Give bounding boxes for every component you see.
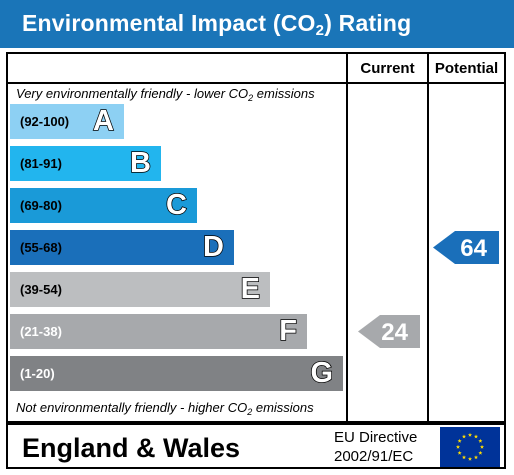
band-range: (69-80)	[20, 198, 62, 213]
page-title: Environmental Impact (CO2) Rating	[22, 10, 411, 39]
current-column-header: Current	[360, 60, 415, 77]
bottom-note: Not environmentally friendly - higher CO…	[16, 400, 314, 417]
potential-rating-arrow: 64	[433, 231, 499, 264]
eu-star-icon	[467, 456, 473, 461]
eu-star-icon	[461, 434, 467, 439]
band-range: (92-100)	[20, 114, 70, 129]
potential-rating-value: 64	[460, 235, 487, 262]
band-range: (21-38)	[20, 324, 62, 339]
eu-directive-line1: EU Directive	[334, 429, 418, 446]
band-range: (39-54)	[20, 282, 62, 297]
band-a: (92-100) A	[10, 104, 124, 139]
rating-chart: Current Potential Very environmentally f…	[6, 52, 506, 423]
potential-column-header: Potential	[434, 60, 499, 77]
footer: England & Wales EU Directive 2002/91/EC	[6, 423, 506, 469]
band-range: (81-91)	[20, 156, 62, 171]
band-letter: D	[202, 230, 224, 264]
eu-star-icon	[473, 434, 479, 439]
band-letter: B	[129, 146, 151, 180]
top-note-suffix: emissions	[253, 86, 315, 101]
title-text: Environmental Impact (CO	[22, 10, 316, 36]
band-range: (55-68)	[20, 240, 62, 255]
title-suffix: ) Rating	[324, 10, 412, 36]
eu-star-icon	[457, 438, 462, 443]
current-rating-arrow: 24	[358, 315, 420, 348]
title-bar: Environmental Impact (CO2) Rating	[0, 0, 514, 48]
column-divider-potential	[427, 54, 429, 421]
eu-flag-graphic	[455, 432, 485, 461]
eu-star-icon	[461, 455, 467, 460]
top-note-text: Very environmentally friendly - lower CO	[16, 86, 249, 101]
eu-star-icon	[478, 438, 483, 443]
top-note: Very environmentally friendly - lower CO…	[16, 86, 315, 103]
band-letter: G	[310, 356, 334, 390]
bottom-note-text: Not environmentally friendly - higher CO	[16, 400, 248, 415]
eu-star-icon	[473, 455, 479, 460]
band-c: (69-80) C	[10, 188, 197, 223]
band-e: (39-54) E	[10, 272, 270, 307]
eu-directive: EU Directive 2002/91/EC	[334, 428, 417, 466]
title-subscript: 2	[315, 22, 325, 39]
band-d: (55-68) D	[10, 230, 234, 265]
column-divider-current	[346, 54, 348, 421]
eu-star-icon	[479, 444, 485, 449]
eu-star-icon	[478, 450, 483, 455]
band-b: (81-91) B	[10, 146, 161, 181]
band-letter: E	[240, 272, 261, 306]
header-divider	[8, 82, 504, 84]
band-letter: F	[279, 314, 298, 348]
eu-star-icon	[457, 450, 462, 455]
eu-star-icon	[455, 444, 461, 449]
bottom-note-subscript: 2	[247, 407, 253, 417]
top-note-subscript: 2	[248, 93, 254, 103]
eu-flag-icon	[440, 427, 500, 467]
bottom-note-suffix: emissions	[252, 400, 314, 415]
eu-star-icon	[467, 432, 473, 437]
eu-directive-line2: 2002/91/EC	[334, 448, 414, 465]
band-g: (1-20) G	[10, 356, 343, 391]
band-range: (1-20)	[20, 366, 55, 381]
current-rating-value: 24	[381, 319, 408, 346]
band-f: (21-38) F	[10, 314, 307, 349]
band-letter: A	[92, 104, 114, 138]
band-letter: C	[165, 188, 187, 222]
region-label: England & Wales	[22, 433, 241, 463]
